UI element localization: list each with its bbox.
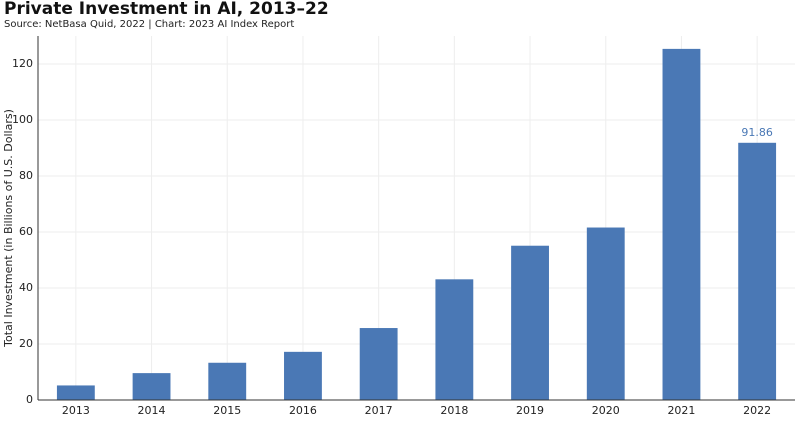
chart-subtitle: Source: NetBasa Quid, 2022 | Chart: 2023… (4, 19, 294, 30)
x-tick-label: 2014 (138, 404, 166, 417)
y-tick-label: 80 (19, 169, 33, 182)
x-tick-label: 2019 (516, 404, 544, 417)
x-tick-label: 2015 (213, 404, 241, 417)
y-tick-label: 120 (12, 57, 33, 70)
y-tick-label: 40 (19, 281, 33, 294)
y-tick-label: 60 (19, 225, 33, 238)
data-label: 91.86 (741, 126, 773, 139)
bar (284, 351, 322, 400)
bar (132, 373, 171, 400)
chart-title: Private Investment in AI, 2013–22 (4, 0, 329, 19)
x-tick-label: 2017 (365, 404, 393, 417)
bar (511, 245, 549, 400)
x-tick-label: 2022 (743, 404, 771, 417)
bar (208, 362, 247, 400)
y-tick-label: 100 (12, 113, 33, 126)
bar (359, 328, 398, 400)
y-tick-label: 20 (19, 337, 33, 350)
bar (56, 385, 95, 400)
bar (586, 227, 625, 400)
x-tick-label: 2021 (667, 404, 695, 417)
y-tick-label: 0 (26, 393, 33, 406)
x-tick-label: 2016 (289, 404, 317, 417)
bar (435, 279, 474, 400)
x-tick-label: 2018 (440, 404, 468, 417)
bar (662, 48, 701, 400)
bar (738, 142, 777, 401)
y-axis-label: Total Investment (in Billions of U.S. Do… (2, 109, 15, 348)
x-tick-label: 2020 (592, 404, 620, 417)
x-tick-label: 2013 (62, 404, 90, 417)
